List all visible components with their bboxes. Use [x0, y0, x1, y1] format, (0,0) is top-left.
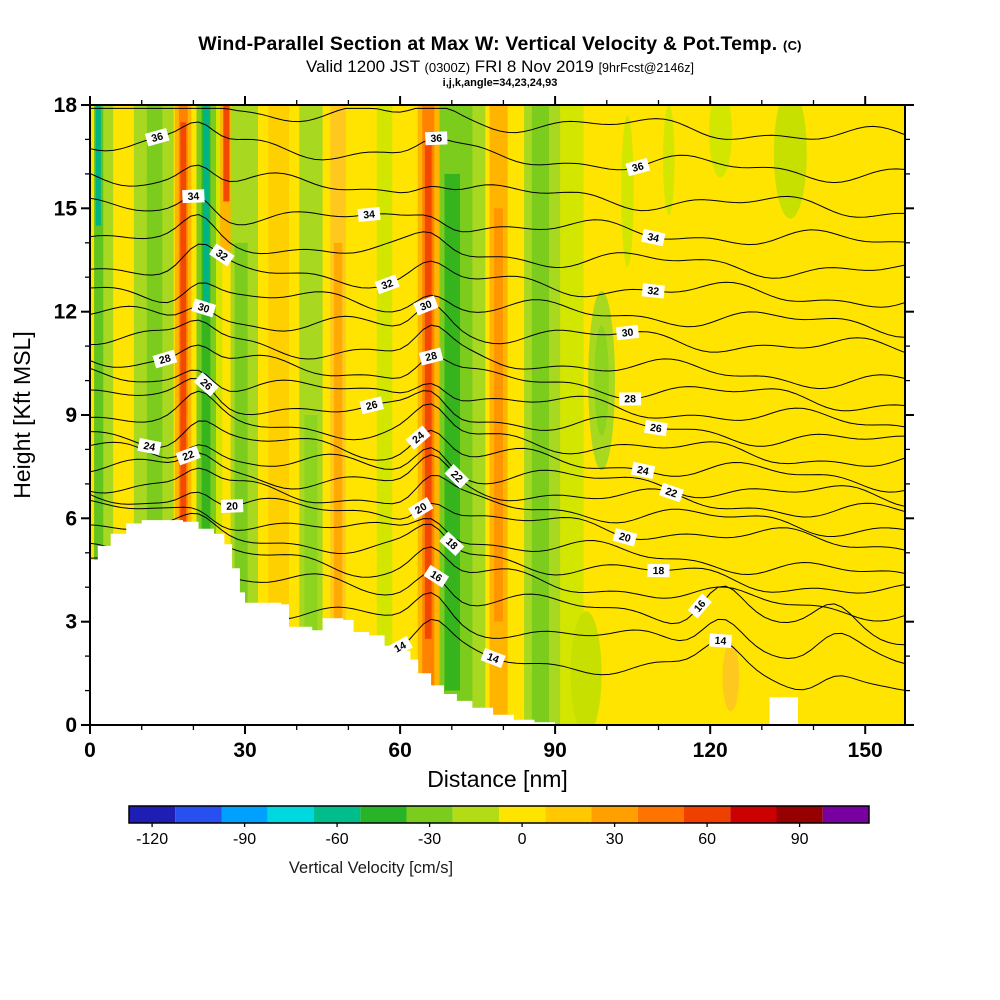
svg-text:30: 30: [606, 831, 624, 848]
svg-text:28: 28: [158, 352, 173, 367]
zulu-time: (0300Z): [424, 60, 471, 75]
svg-text:14: 14: [392, 639, 408, 655]
svg-text:9: 9: [65, 404, 77, 427]
svg-text:26: 26: [365, 399, 379, 413]
svg-text:20: 20: [226, 500, 238, 512]
svg-text:18: 18: [653, 565, 665, 577]
svg-text:12: 12: [54, 301, 77, 324]
svg-text:30: 30: [418, 298, 433, 313]
svg-text:36: 36: [430, 133, 442, 145]
svg-text:36: 36: [631, 160, 646, 175]
svg-text:0: 0: [65, 714, 77, 737]
colorbar-label: Vertical Velocity [cm/s]: [289, 859, 453, 877]
y-axis-title: Height [Kft MSL]: [9, 331, 35, 498]
svg-text:30: 30: [621, 326, 634, 339]
svg-text:15: 15: [54, 197, 78, 220]
chart-header: Wind-Parallel Section at Max W: Vertical…: [0, 33, 1000, 89]
chart-title-units: (C): [783, 38, 802, 53]
valid-date: FRI 8 Nov 2019: [474, 57, 594, 76]
svg-text:-120: -120: [136, 831, 168, 848]
chart-title-text: Wind-Parallel Section at Max W: Vertical…: [198, 33, 778, 55]
svg-text:0: 0: [518, 831, 527, 848]
svg-text:24: 24: [142, 440, 156, 454]
svg-text:-90: -90: [233, 831, 256, 848]
svg-text:18: 18: [54, 94, 78, 117]
svg-text:22: 22: [181, 448, 196, 463]
svg-text:14: 14: [714, 635, 727, 648]
svg-text:3: 3: [65, 611, 77, 634]
svg-text:26: 26: [649, 422, 663, 436]
svg-text:24: 24: [636, 464, 650, 478]
x-axis-title: Distance [nm]: [427, 766, 568, 792]
terrain-notch: [769, 697, 798, 725]
svg-text:34: 34: [363, 208, 376, 221]
svg-text:28: 28: [624, 393, 636, 405]
svg-text:-30: -30: [418, 831, 441, 848]
svg-text:32: 32: [213, 247, 230, 264]
svg-text:150: 150: [848, 739, 883, 762]
svg-text:30: 30: [196, 301, 211, 316]
colorbar: -120 -90 -60 -30 0 30 60 90 Vertical Velocity [c…: [128, 805, 870, 877]
svg-text:34: 34: [646, 231, 660, 245]
svg-text:60: 60: [388, 739, 411, 762]
svg-text:20: 20: [618, 530, 633, 545]
svg-text:32: 32: [647, 285, 660, 298]
chart-meta: i,j,k,angle=34,23,24,93: [442, 77, 558, 89]
svg-text:120: 120: [693, 739, 728, 762]
svg-text:32: 32: [380, 277, 395, 292]
svg-text:30: 30: [233, 739, 256, 762]
svg-text:0: 0: [84, 739, 96, 762]
svg-text:60: 60: [698, 831, 716, 848]
forecast-tag: [9hrFcst@2146z]: [598, 61, 694, 75]
svg-text:22: 22: [664, 485, 679, 500]
pot-temp-contours: [90, 107, 905, 691]
chart-title: Wind-Parallel Section at Max W: Vertical…: [0, 33, 1000, 56]
chart-subtitle: Valid 1200 JST (0300Z) FRI 8 Nov 2019 [9…: [0, 57, 1000, 77]
svg-text:16: 16: [428, 568, 444, 584]
svg-text:36: 36: [150, 130, 165, 145]
axes: [81, 96, 914, 734]
terrain-mask: [90, 520, 798, 725]
svg-text:90: 90: [791, 831, 809, 848]
valid-time: Valid 1200 JST: [306, 57, 420, 76]
svg-text:14: 14: [485, 651, 500, 666]
svg-text:20: 20: [413, 500, 429, 516]
svg-text:6: 6: [65, 507, 77, 530]
svg-text:-60: -60: [326, 831, 349, 848]
svg-text:28: 28: [424, 350, 438, 365]
svg-text:34: 34: [187, 190, 199, 202]
svg-text:90: 90: [543, 739, 566, 762]
